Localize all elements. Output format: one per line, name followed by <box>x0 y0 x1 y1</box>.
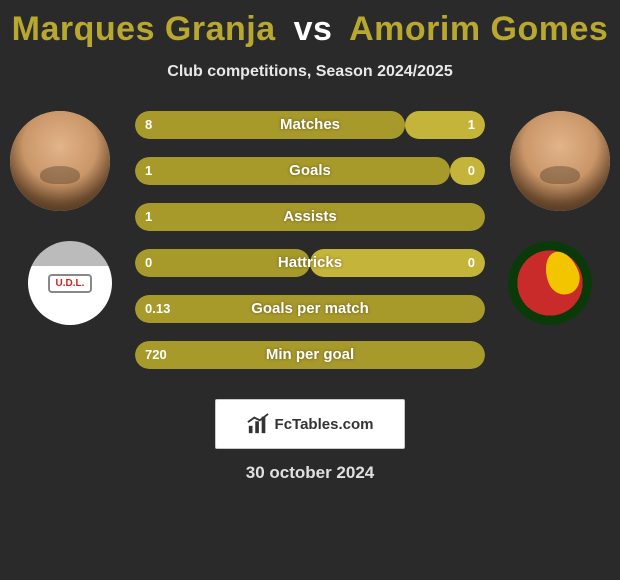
stat-row: 1Assists <box>135 203 485 231</box>
crest-left-text: U.D.L. <box>48 274 93 293</box>
stat-row: 00Hattricks <box>135 249 485 277</box>
subtitle: Club competitions, Season 2024/2025 <box>0 63 620 81</box>
player-left-name: Marques Granja <box>12 10 276 48</box>
stat-value-right: 0 <box>458 249 485 277</box>
player-right-avatar <box>510 111 610 211</box>
stat-bars: 81Matches10Goals1Assists00Hattricks0.13G… <box>135 111 485 387</box>
shield-icon <box>508 241 592 325</box>
stat-value-left: 8 <box>135 111 162 139</box>
comparison-card: Marques Granja vs Amorim Gomes Club comp… <box>0 0 620 580</box>
brand-logo-icon <box>247 413 269 435</box>
vs-separator: vs <box>294 10 333 48</box>
brand-box: FcTables.com <box>215 399 405 449</box>
stat-bar-left <box>135 203 485 231</box>
stat-value-right: 0 <box>458 157 485 185</box>
stat-value-left: 720 <box>135 341 177 369</box>
stat-row: 10Goals <box>135 157 485 185</box>
club-right-crest <box>508 241 592 325</box>
face-placeholder-icon <box>510 111 610 211</box>
stat-value-left: 1 <box>135 203 162 231</box>
chart-area: U.D.L. 81Matches10Goals1Assists00Hattric… <box>0 111 620 391</box>
shield-icon: U.D.L. <box>28 241 112 325</box>
date: 30 october 2024 <box>0 463 620 483</box>
stat-bar-left <box>135 157 450 185</box>
stat-row: 720Min per goal <box>135 341 485 369</box>
page-title: Marques Granja vs Amorim Gomes <box>0 0 620 49</box>
stat-row: 0.13Goals per match <box>135 295 485 323</box>
stat-value-right: 1 <box>458 111 485 139</box>
stat-value-left: 1 <box>135 157 162 185</box>
stat-bar-left <box>135 295 485 323</box>
stat-bar-left <box>135 341 485 369</box>
stat-value-left: 0.13 <box>135 295 180 323</box>
player-left-avatar <box>10 111 110 211</box>
club-left-crest: U.D.L. <box>28 241 112 325</box>
face-placeholder-icon <box>10 111 110 211</box>
stat-value-left: 0 <box>135 249 162 277</box>
brand-text: FcTables.com <box>275 416 374 433</box>
player-right-name: Amorim Gomes <box>349 10 608 48</box>
stat-bar-left <box>135 111 405 139</box>
stat-row: 81Matches <box>135 111 485 139</box>
